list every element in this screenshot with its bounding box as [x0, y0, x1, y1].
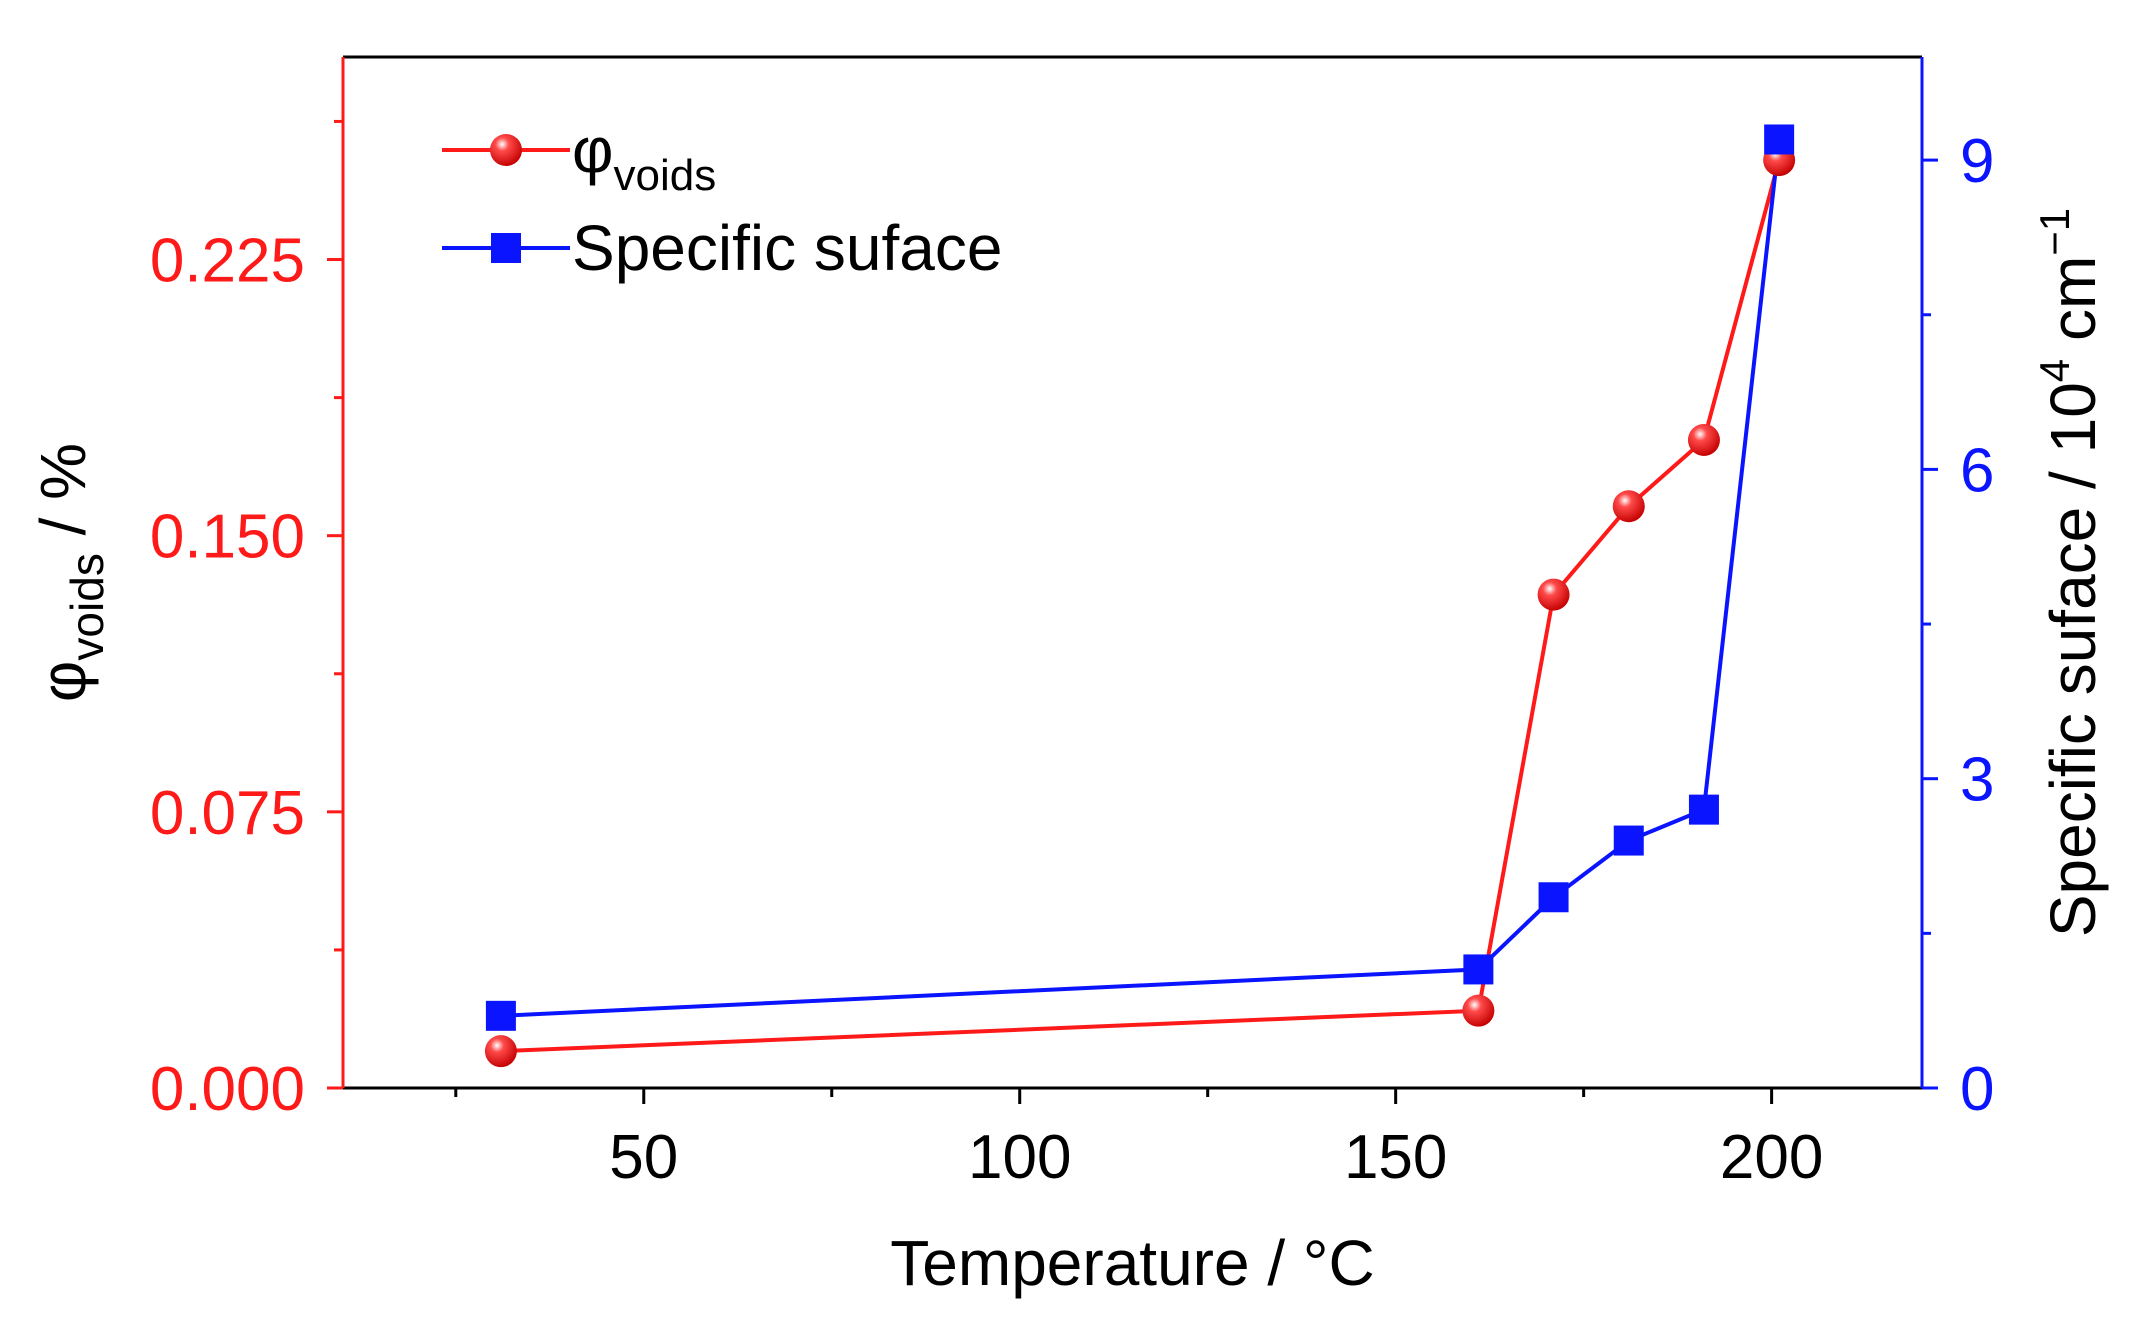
y-left-axis-title: φvoids / %	[27, 443, 113, 702]
surface-point	[1688, 794, 1719, 825]
voids-point	[1462, 994, 1495, 1027]
y-left-title-symbol: φ	[27, 661, 99, 703]
voids-point	[1612, 490, 1645, 523]
y-left-title-unit: / %	[27, 443, 99, 553]
x-tick-label: 200	[1720, 1123, 1823, 1192]
y-right-axis-title: Specific suface / 104 cm−1	[2031, 208, 2109, 937]
surface-point	[1538, 882, 1569, 913]
legend: φvoids Specific suface	[442, 114, 1002, 284]
surface-point	[485, 1000, 516, 1031]
series-group	[484, 124, 1796, 1068]
y-left-title-subscript: voids	[61, 553, 113, 660]
y-left-tick-label: 0.075	[150, 779, 305, 848]
y-right-tick-label: 0	[1960, 1055, 1994, 1124]
surface-point	[1764, 124, 1795, 155]
voids-point	[1537, 578, 1570, 611]
y-right-tick-label: 6	[1960, 436, 1994, 505]
legend-surface-marker	[491, 233, 521, 263]
y-right-title-unit-exp: −1	[2031, 208, 2078, 256]
y-left-tick-label: 0.000	[150, 1055, 305, 1124]
legend-voids-symbol: φ	[572, 114, 614, 186]
legend-voids-marker	[490, 134, 522, 166]
y-right-tick-label: 9	[1960, 127, 1994, 196]
y-right-title-exp: 4	[2031, 359, 2078, 382]
surface-point	[1463, 954, 1494, 985]
voids-point	[1687, 423, 1720, 456]
y-right-title-prefix: Specific suface / 10	[2037, 382, 2109, 937]
legend-voids-subscript: voids	[614, 151, 717, 200]
x-tick-label: 50	[609, 1123, 678, 1192]
y-right-title-unit: cm	[2037, 256, 2109, 359]
axes-group: 50 100 150 200 0.000 0.075 0.150 0.225 0 3 6 9	[150, 55, 1994, 1192]
legend-surface-label: Specific suface	[572, 212, 1002, 284]
y-right-tick-label: 3	[1960, 746, 1994, 815]
axis-titles: Temperature / °C φvoids / % Specific sufac…	[27, 208, 2109, 1299]
surface-point	[1613, 825, 1644, 856]
legend-voids-label: φvoids	[572, 114, 716, 200]
voids-point	[484, 1035, 517, 1068]
x-tick-label: 150	[1344, 1123, 1447, 1192]
surface-series-line	[500, 139, 1782, 1018]
y-left-tick-label: 0.225	[150, 227, 305, 296]
x-tick-label: 100	[968, 1123, 1071, 1192]
y-left-tick-label: 0.150	[150, 503, 305, 572]
x-axis-title: Temperature / °C	[890, 1227, 1374, 1299]
voids-series-line	[500, 159, 1782, 1054]
